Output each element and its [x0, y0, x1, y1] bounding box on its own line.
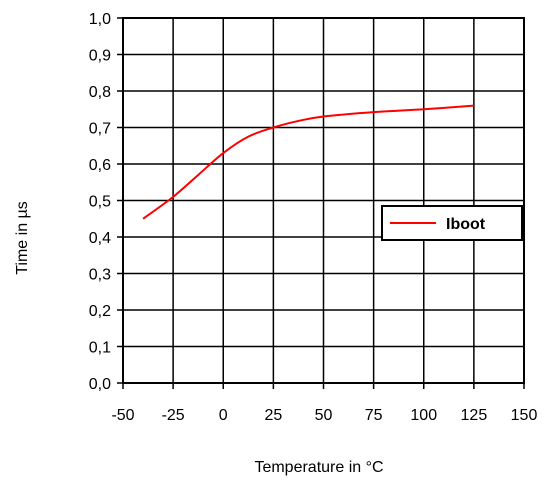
legend-label-iboot: Iboot: [446, 216, 486, 233]
y-tick-label: 0,2: [89, 303, 111, 320]
y-tick-label: 0,5: [89, 194, 111, 211]
x-tick-label: -25: [162, 407, 185, 424]
series-line-iboot: [142, 104, 474, 220]
y-tick-label: 0,4: [89, 230, 111, 247]
x-axis-label: Temperature in °C: [254, 459, 383, 476]
x-tick-label: 25: [264, 407, 282, 424]
y-tick-label: 0,6: [89, 157, 111, 174]
x-tick-label: -50: [111, 407, 134, 424]
y-tick-label: 0,0: [89, 376, 111, 393]
x-tick-label: 75: [365, 407, 383, 424]
y-tick-label: 0,9: [89, 48, 111, 65]
legend: Iboot: [381, 205, 523, 241]
y-tick-label: 0,3: [89, 267, 111, 284]
series-layer: [142, 104, 474, 220]
y-axis-label: Time in µs: [14, 201, 31, 275]
grid: [122, 17, 525, 384]
y-tick-label: 0,1: [89, 340, 111, 357]
y-tick-label: 0,8: [89, 84, 111, 101]
axis-ticks: -50 -25 0 25 50 75 100 125 150 0,0 0,1 0,2 0,3 0,4 0,5…: [89, 11, 538, 424]
x-tick-label: 0: [219, 407, 228, 424]
x-tick-label: 100: [410, 407, 437, 424]
y-tick-label: 1,0: [89, 11, 111, 28]
x-tick-label: 125: [461, 407, 488, 424]
x-tick-label: 50: [315, 407, 333, 424]
x-tick-label: 150: [511, 407, 538, 424]
y-tick-label: 0,7: [89, 121, 111, 138]
